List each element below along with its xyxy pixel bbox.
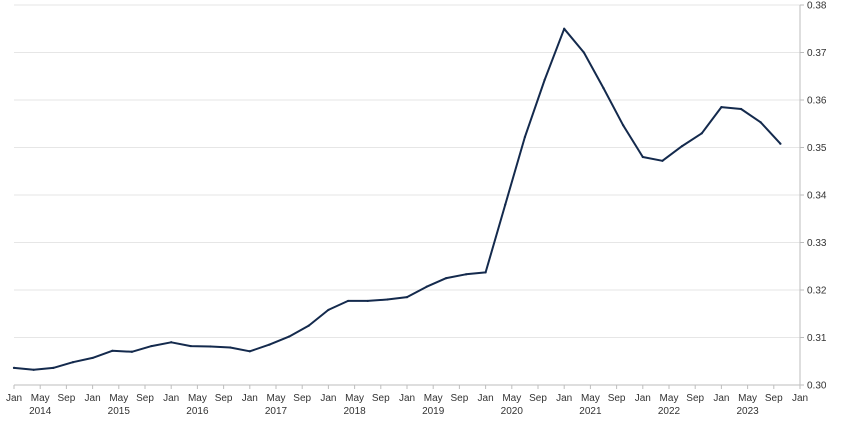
data-point — [288, 335, 291, 338]
x-tick-label: May — [581, 393, 600, 404]
x-year-label: 2023 — [736, 406, 759, 417]
x-tick-label: Sep — [215, 393, 233, 404]
x-tick-label: Sep — [372, 393, 390, 404]
series — [12, 27, 782, 371]
data-point — [563, 27, 566, 30]
x-tick-label: Sep — [608, 393, 626, 404]
x-tick-label: Sep — [58, 393, 76, 404]
data-point — [111, 349, 114, 352]
data-point — [700, 132, 703, 135]
data-point — [366, 299, 369, 303]
x-tick-label: Sep — [765, 393, 783, 404]
x-year-label: 2015 — [108, 406, 131, 417]
x-year-label: 2017 — [265, 406, 288, 417]
y-tick-label: 0.34 — [807, 191, 827, 202]
data-point — [189, 344, 192, 348]
data-point — [641, 155, 644, 159]
data-point — [150, 344, 153, 348]
data-point — [130, 350, 133, 353]
data-point — [32, 368, 35, 371]
data-point — [386, 298, 389, 301]
gridlines — [14, 4, 800, 338]
data-point — [91, 356, 94, 360]
x-tick-label: May — [345, 393, 364, 404]
x-year-label: 2018 — [343, 406, 366, 417]
x-tick-label: Jan — [399, 393, 415, 404]
data-point — [543, 78, 546, 82]
x-tick-label: Sep — [451, 393, 469, 404]
y-tick-label: 0.37 — [807, 48, 827, 59]
y-tick-label: 0.30 — [807, 381, 827, 392]
x-year-label: 2021 — [579, 406, 602, 417]
data-point — [602, 87, 605, 90]
x-tick-label: May — [738, 393, 757, 404]
y-tick-label: 0.32 — [807, 286, 827, 297]
x-year-label: 2016 — [186, 406, 209, 417]
axes — [13, 4, 804, 389]
y-tick-label: 0.35 — [807, 143, 827, 154]
x-year-label: 2019 — [422, 406, 445, 417]
x-tick-label: May — [31, 393, 50, 404]
data-point — [307, 324, 310, 327]
y-tick-label: 0.33 — [807, 238, 827, 249]
data-point — [268, 343, 271, 346]
data-point — [170, 341, 173, 344]
x-tick-label: May — [267, 393, 286, 404]
x-axis-year-labels: 2014 2015 2016 2017 2018 2019 2020 2021 2022 2023 — [29, 406, 759, 417]
x-year-label: 2022 — [658, 406, 681, 417]
data-point — [523, 135, 527, 139]
x-tick-label: May — [502, 393, 521, 404]
x-axis-tick-labels: Jan May Sep Jan May Sep Jan May Sep Jan May Sep Jan M… — [6, 393, 808, 404]
data-point — [739, 107, 743, 111]
data-point — [681, 144, 684, 148]
x-tick-label: Jan — [792, 393, 808, 404]
x-year-label: 2014 — [29, 406, 52, 417]
x-tick-label: Jan — [163, 393, 179, 404]
data-point — [484, 271, 487, 274]
data-point — [346, 299, 350, 303]
data-point — [52, 366, 55, 369]
data-point — [779, 142, 782, 145]
data-point — [661, 159, 664, 162]
data-point — [759, 121, 762, 124]
data-point — [504, 203, 507, 206]
data-point — [582, 51, 585, 54]
x-tick-label: Jan — [635, 393, 651, 404]
data-point — [445, 277, 448, 280]
x-year-label: 2020 — [501, 406, 524, 417]
y-axis-tick-labels: 0.30 0.31 0.32 0.33 0.34 0.35 0.36 0.37 0.38 — [807, 1, 827, 392]
x-tick-label: Sep — [293, 393, 311, 404]
data-point — [229, 346, 232, 349]
series-line — [13, 27, 782, 371]
x-tick-label: Jan — [713, 393, 729, 404]
data-point — [720, 106, 723, 109]
x-tick-label: Jan — [478, 393, 494, 404]
data-point — [464, 273, 468, 276]
data-point — [405, 296, 409, 299]
x-tick-label: May — [660, 393, 679, 404]
x-tick-label: Jan — [6, 393, 22, 404]
x-tick-label: Jan — [556, 393, 572, 404]
data-point — [425, 285, 428, 288]
x-tick-label: Sep — [529, 393, 547, 404]
y-tick-label: 0.36 — [807, 96, 827, 107]
x-tick-label: Jan — [85, 393, 101, 404]
data-point — [71, 361, 75, 364]
x-tick-label: Jan — [320, 393, 336, 404]
x-tick-label: May — [109, 393, 128, 404]
x-tick-label: Jan — [242, 393, 258, 404]
data-point — [327, 308, 330, 312]
x-tick-label: May — [424, 393, 443, 404]
data-point — [248, 350, 251, 353]
y-tick-label: 0.31 — [807, 333, 827, 344]
y-tick-label: 0.38 — [807, 1, 827, 12]
data-point — [622, 124, 625, 127]
data-point — [209, 345, 212, 348]
x-tick-label: Sep — [686, 393, 704, 404]
data-point — [12, 366, 16, 369]
x-tick-label: May — [188, 393, 207, 404]
x-tick-label: Sep — [136, 393, 154, 404]
